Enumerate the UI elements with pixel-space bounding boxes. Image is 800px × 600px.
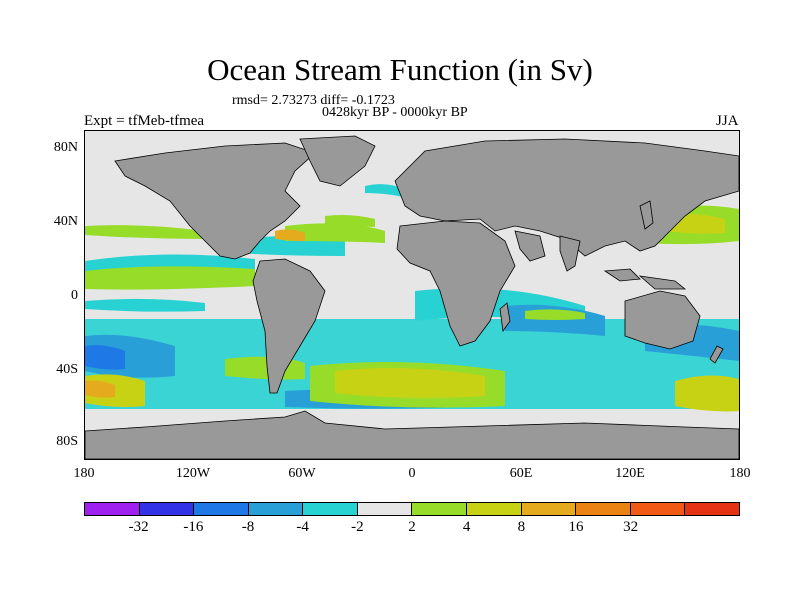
colorbar-label: -4 xyxy=(296,519,309,535)
y-tick-80S: 80S xyxy=(56,434,78,449)
y-tick-80N: 80N xyxy=(53,140,78,155)
colorbar-label: 16 xyxy=(568,519,584,535)
y-tick-0: 0 xyxy=(71,288,78,303)
colorbar-swatch xyxy=(685,503,739,515)
x-tick-180w: 180 xyxy=(73,466,95,481)
x-tick-120e: 120E xyxy=(615,466,645,481)
season-label: JJA xyxy=(716,113,739,129)
time-period-label: 0428kyr BP - 0000kyr BP xyxy=(322,105,468,120)
colorbar xyxy=(84,502,740,516)
rmsd-diff-stats: rmsd= 2.73273 diff= -0.1723 xyxy=(232,93,395,108)
colorbar-label: -16 xyxy=(183,519,204,535)
x-tick-60w: 60W xyxy=(288,466,316,481)
x-tick-0: 0 xyxy=(408,466,416,481)
colorbar-swatch xyxy=(576,503,631,515)
colorbar-label: 4 xyxy=(462,519,471,535)
colorbar-swatch xyxy=(139,503,195,515)
colorbar-swatch xyxy=(357,503,413,515)
plot-title: Ocean Stream Function (in Sv) xyxy=(207,52,593,87)
land-masses xyxy=(85,135,739,459)
x-tick-120w: 120W xyxy=(175,466,211,481)
colorbar-swatch xyxy=(521,503,577,515)
ocean-stream-function-map xyxy=(84,130,740,460)
colorbar-swatch xyxy=(194,503,249,515)
map-canvas xyxy=(85,135,739,459)
x-tick-60e: 60E xyxy=(509,466,533,481)
colorbar-swatch xyxy=(248,503,304,515)
x-tick-180e: 180 xyxy=(729,466,751,481)
colorbar-label: -8 xyxy=(241,519,255,535)
colorbar-label: -2 xyxy=(351,519,364,535)
y-tick-40S: 40S xyxy=(56,362,78,377)
colorbar-label: 32 xyxy=(623,519,639,535)
y-tick-40N: 40N xyxy=(53,214,78,229)
colorbar-swatch xyxy=(303,503,358,515)
colorbar-swatch xyxy=(467,503,522,515)
experiment-label: Expt = tfMeb-tfmea xyxy=(84,113,205,129)
colorbar-swatch xyxy=(630,503,686,515)
colorbar-label: -32 xyxy=(128,519,149,535)
positive-anomaly-regions xyxy=(85,205,739,412)
colorbar-swatch xyxy=(412,503,468,515)
colorbar-swatch xyxy=(85,503,140,515)
colorbar-label: 2 xyxy=(408,519,416,535)
colorbar-label: 8 xyxy=(517,519,526,535)
